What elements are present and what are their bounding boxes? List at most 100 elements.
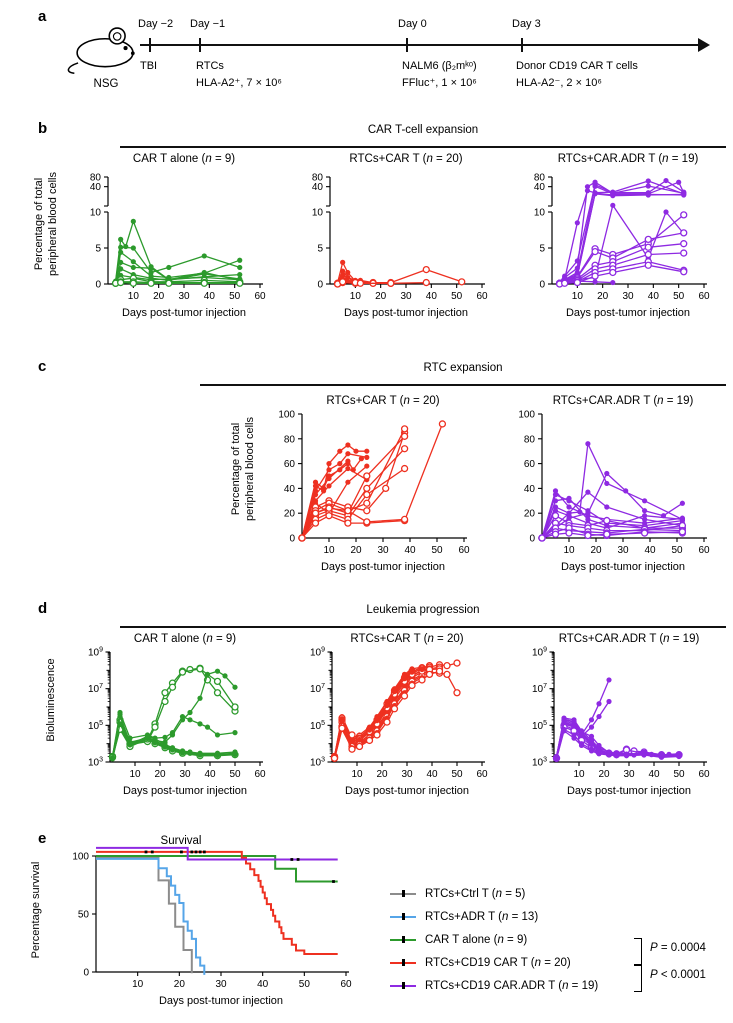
svg-text:Days post-tumor injection: Days post-tumor injection [345, 785, 469, 797]
legend-swatch-icon [390, 934, 416, 946]
svg-text:5: 5 [539, 244, 545, 255]
timeline-event-cart-line1: Donor CD19 CAR T cells [516, 60, 638, 72]
svg-text:20: 20 [590, 545, 602, 556]
chart-rtc-expansion-rtcs-caradrT: RTCs+CAR.ADR T (n = 19) 0 20 40 60 80 100 10 20 3… [498, 392, 718, 589]
svg-text:40: 40 [524, 484, 536, 495]
panel-c-label: c [38, 358, 47, 375]
svg-text:80: 80 [284, 434, 296, 445]
svg-text:100: 100 [72, 852, 89, 863]
svg-text:10: 10 [351, 769, 363, 780]
chart-survival: Survival 0 50 100 10 20 30 40 50 60 Days post-tumo… [56, 832, 356, 1023]
svg-text:10: 10 [128, 291, 140, 302]
svg-text:10: 10 [573, 769, 585, 780]
svg-text:60: 60 [340, 979, 352, 990]
svg-text:Days post-tumor injection: Days post-tumor injection [566, 307, 690, 319]
svg-text:60: 60 [254, 769, 266, 780]
timeline-event-rtcs-line1: RTCs [196, 60, 224, 72]
timeline-day0: Day 0 [398, 18, 427, 30]
svg-text:Days post-tumor injection: Days post-tumor injection [159, 995, 283, 1007]
svg-text:Days post-tumor injection: Days post-tumor injection [567, 785, 691, 797]
timeline-day-minus2: Day −2 [138, 18, 174, 30]
legend-item-3: RTCs+CD19 CAR T (n = 20) [390, 951, 598, 974]
chart-expansion-carT-alone: CAR T alone (n = 9) 0 5 10 40 80 10 20 30 40 50 60 D… [66, 150, 272, 335]
svg-text:10: 10 [90, 208, 102, 219]
svg-text:CAR T alone (n = 9): CAR T alone (n = 9) [134, 633, 236, 645]
svg-text:20: 20 [376, 769, 388, 780]
chart-leukemia-carT-alone: CAR T alone (n = 9) 103 105 107 109 10 20 30 40 5… [66, 630, 272, 813]
timeline-event-cart: Donor CD19 CAR T cells HLA-A2⁻, 2 × 10⁶ [516, 58, 638, 92]
svg-text:30: 30 [179, 769, 191, 780]
legend-item-2: CAR T alone (n = 9) [390, 928, 598, 951]
panel-d-title: Leukemia progression [366, 604, 480, 616]
svg-text:20: 20 [174, 979, 186, 990]
panel-b-title: CAR T-cell expansion [367, 124, 479, 136]
svg-text:10: 10 [563, 545, 575, 556]
svg-text:40: 40 [426, 291, 438, 302]
mouse-icon [67, 27, 135, 74]
svg-text:RTCs+CAR T (n = 20): RTCs+CAR T (n = 20) [349, 153, 462, 165]
svg-text:109: 109 [532, 647, 547, 659]
timeline-tick-day-minus1 [199, 38, 201, 52]
svg-text:40: 40 [204, 769, 216, 780]
svg-text:CAR T alone (n = 9): CAR T alone (n = 9) [133, 153, 235, 165]
svg-text:40: 40 [426, 769, 438, 780]
svg-text:60: 60 [698, 291, 710, 302]
svg-text:20: 20 [375, 291, 387, 302]
pvalue-1: P = 0.0004 [650, 942, 706, 954]
pvalue-bracket-1 [634, 938, 642, 965]
svg-text:Days post-tumor injection: Days post-tumor injection [123, 785, 247, 797]
svg-text:40: 40 [204, 291, 216, 302]
legend-swatch-icon [390, 911, 416, 923]
svg-text:80: 80 [312, 172, 324, 183]
timeline-tick-day0 [406, 38, 408, 52]
svg-text:30: 30 [617, 545, 629, 556]
chart-leukemia-rtcs-caradrT: RTCs+CAR.ADR T (n = 19) 103 105 107 109 10 20 3… [510, 630, 716, 813]
svg-text:50: 50 [229, 769, 241, 780]
legend-swatch-icon [390, 888, 416, 900]
svg-text:50: 50 [671, 545, 683, 556]
svg-text:40: 40 [90, 182, 102, 193]
svg-text:Days post-tumor injection: Days post-tumor injection [344, 307, 468, 319]
svg-text:20: 20 [524, 509, 536, 520]
svg-text:30: 30 [178, 291, 190, 302]
svg-text:5: 5 [95, 244, 101, 255]
svg-text:103: 103 [532, 757, 547, 769]
svg-text:0: 0 [539, 280, 545, 291]
svg-text:10: 10 [312, 208, 324, 219]
svg-text:100: 100 [278, 410, 295, 421]
svg-text:0: 0 [289, 534, 295, 545]
chart-expansion-rtcs-caradrT: RTCs+CAR.ADR T (n = 19) 0 5 10 40 80 10 20 30 40 5… [510, 150, 716, 335]
timeline-arrowhead [698, 38, 710, 52]
svg-text:50: 50 [451, 769, 463, 780]
svg-text:10: 10 [323, 545, 335, 556]
svg-text:103: 103 [88, 757, 103, 769]
chart-rtc-expansion-rtcs-carT: RTCs+CAR T (n = 20) 0 20 40 60 80 100 10 20 30 40 5… [258, 392, 478, 589]
mouse-strain-label: NSG [93, 78, 119, 90]
svg-text:0: 0 [317, 280, 323, 291]
panel-c-title-rule [200, 384, 726, 386]
svg-text:80: 80 [524, 434, 536, 445]
svg-text:30: 30 [215, 979, 227, 990]
timeline-day-minus1: Day −1 [190, 18, 226, 30]
svg-text:50: 50 [299, 979, 311, 990]
legend-swatch-icon [390, 980, 416, 992]
svg-text:103: 103 [310, 757, 325, 769]
panel-c-title: RTC expansion [423, 362, 503, 374]
timeline-event-cart-line2: HLA-A2⁻, 2 × 10⁶ [516, 77, 602, 90]
timeline-day3: Day 3 [512, 18, 541, 30]
svg-text:50: 50 [431, 545, 443, 556]
svg-text:0: 0 [83, 968, 89, 979]
svg-text:80: 80 [90, 172, 102, 183]
svg-text:60: 60 [476, 291, 488, 302]
legend-item-0: RTCs+Ctrl T (n = 5) [390, 882, 598, 905]
svg-text:30: 30 [377, 545, 389, 556]
legend-label: RTCs+CD19 CAR.ADR T (n = 19) [425, 979, 599, 992]
svg-text:50: 50 [673, 769, 685, 780]
svg-text:RTCs+CAR.ADR T (n = 19): RTCs+CAR.ADR T (n = 19) [553, 395, 694, 407]
timeline-event-tbi: TBI [140, 60, 158, 72]
svg-text:40: 40 [312, 182, 324, 193]
svg-text:5: 5 [317, 244, 323, 255]
timeline-event-rtcs: RTCs HLA-A2⁺, 7 × 10⁶ [196, 58, 282, 92]
